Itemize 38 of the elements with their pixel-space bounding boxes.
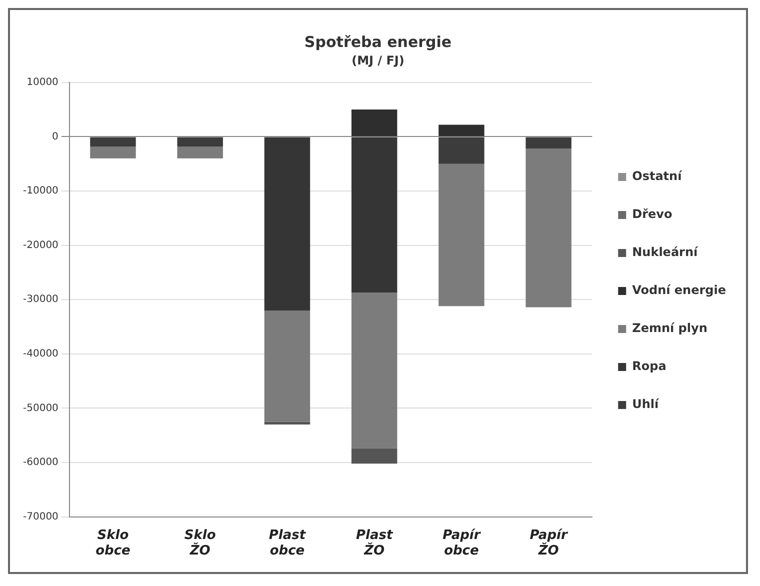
y-tick-label: -60000 bbox=[23, 457, 58, 468]
bar bbox=[351, 448, 398, 464]
y-tick-label: 0 bbox=[52, 131, 58, 142]
x-tick-label: Papír obce bbox=[442, 528, 482, 559]
bar bbox=[177, 137, 223, 146]
chart-title: Spotřeba energie bbox=[304, 32, 452, 51]
y-tick-label: -40000 bbox=[23, 348, 58, 360]
bar bbox=[177, 146, 223, 158]
bar bbox=[438, 137, 484, 164]
y-tick-label: -20000 bbox=[23, 240, 58, 251]
bar bbox=[264, 137, 310, 310]
y-tick-label: 10000 bbox=[26, 76, 58, 88]
legend-label: Uhlí bbox=[632, 397, 660, 412]
y-tick-label: -10000 bbox=[23, 186, 58, 197]
x-tick-label: Sklo obce bbox=[96, 528, 131, 559]
bar bbox=[438, 164, 484, 306]
legend-label: Vodní energie bbox=[632, 283, 726, 298]
x-tick-label: Sklo ŽO bbox=[184, 528, 216, 559]
bar bbox=[526, 148, 572, 308]
legend-label: Nukleární bbox=[632, 245, 698, 260]
bar bbox=[90, 146, 136, 158]
legend-label: Ropa bbox=[632, 359, 666, 374]
legend-label: Dřevo bbox=[632, 207, 672, 222]
x-tick-label: Plast obce bbox=[268, 528, 306, 559]
bar bbox=[90, 137, 136, 146]
x-tick-label: Papír ŽO bbox=[530, 528, 569, 559]
bar bbox=[264, 310, 310, 422]
bar bbox=[526, 137, 572, 149]
legend-label: Ostatní bbox=[632, 169, 683, 184]
x-tick-label: Plast ŽO bbox=[356, 528, 394, 559]
y-tick-label: -50000 bbox=[23, 402, 58, 414]
bar bbox=[351, 292, 398, 448]
legend-label: Zemní plyn bbox=[632, 321, 708, 336]
bar bbox=[438, 124, 484, 136]
y-tick-label: -70000 bbox=[23, 511, 58, 522]
bar bbox=[264, 422, 310, 424]
chart-subtitle: (MJ / FJ) bbox=[352, 53, 404, 68]
y-tick-label: -30000 bbox=[23, 294, 58, 306]
